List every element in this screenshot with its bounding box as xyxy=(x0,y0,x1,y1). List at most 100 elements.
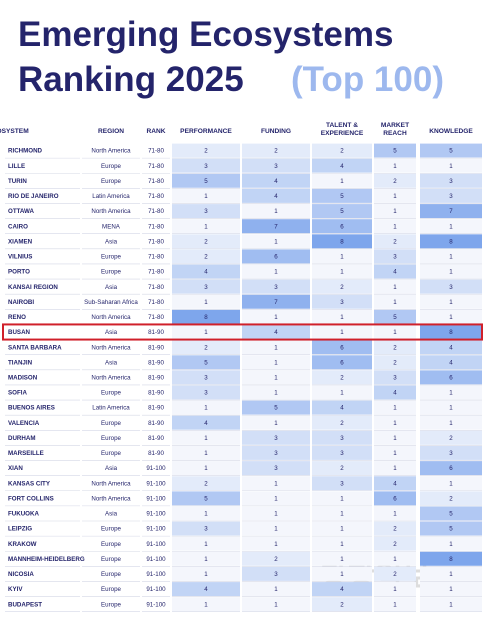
score: 1 xyxy=(340,329,344,336)
score-cell xyxy=(242,491,310,506)
cell-text: Latin America xyxy=(92,193,130,200)
score-cell xyxy=(242,415,310,430)
score: 1 xyxy=(449,254,453,261)
score: 1 xyxy=(393,511,397,518)
score: 3 xyxy=(449,284,453,291)
score-cell xyxy=(172,582,240,596)
score-cell xyxy=(374,294,416,309)
score-cell xyxy=(420,219,482,234)
cell-text: 71-80 xyxy=(148,284,164,291)
cell-text: 71-80 xyxy=(148,163,164,170)
score-cell xyxy=(312,521,372,536)
score-cell xyxy=(242,234,310,249)
cell-text: Europe xyxy=(101,420,122,427)
score: 1 xyxy=(274,269,278,276)
score: 2 xyxy=(393,238,397,245)
score-cell xyxy=(172,143,240,158)
title-accent: (Top 100) xyxy=(291,60,444,99)
ecosystem-name: TIANJIN xyxy=(8,359,33,366)
ecosystem-name: VILNIUS xyxy=(8,254,32,261)
score-cell xyxy=(420,461,482,476)
cell-text: North America xyxy=(91,344,131,351)
score: 1 xyxy=(204,329,208,336)
score-cell xyxy=(312,158,372,173)
cell-text: Asia xyxy=(105,329,118,336)
score: 3 xyxy=(274,163,278,170)
score-cell xyxy=(374,325,416,339)
score: 1 xyxy=(449,269,453,276)
score: 6 xyxy=(340,344,344,351)
score: 1 xyxy=(393,465,397,472)
score: 4 xyxy=(393,269,397,276)
score-cell xyxy=(420,188,482,203)
score: 2 xyxy=(340,465,344,472)
score-cell xyxy=(242,158,310,173)
score: 1 xyxy=(393,223,397,230)
score-cell xyxy=(172,325,240,339)
score: 4 xyxy=(340,405,344,412)
score: 1 xyxy=(393,450,397,457)
score: 3 xyxy=(204,163,208,170)
score: 4 xyxy=(204,269,208,276)
score-cell xyxy=(242,536,310,551)
header-line: MARKET xyxy=(381,122,409,129)
score-cell xyxy=(420,506,482,521)
cell-text: 81-90 xyxy=(148,329,164,336)
score: 2 xyxy=(393,526,397,533)
score-cell xyxy=(242,385,310,400)
score: 1 xyxy=(204,435,208,442)
score: 3 xyxy=(204,390,208,397)
score: 1 xyxy=(449,586,453,593)
score: 6 xyxy=(340,223,344,230)
score-cell xyxy=(172,506,240,521)
score-cell xyxy=(172,430,240,445)
score: 1 xyxy=(204,405,208,412)
score: 1 xyxy=(340,495,344,502)
score-cell xyxy=(242,325,310,339)
score: 3 xyxy=(393,254,397,261)
score-cell xyxy=(242,476,310,491)
cell-text: Europe xyxy=(101,254,122,261)
score-cell xyxy=(420,173,482,188)
score-cell xyxy=(420,340,482,355)
score: 2 xyxy=(340,284,344,291)
cell-text: 91-100 xyxy=(146,480,166,487)
column-header: KNOWLEDGE xyxy=(429,128,473,135)
score: 3 xyxy=(204,526,208,533)
score-cell xyxy=(374,506,416,521)
score: 2 xyxy=(274,556,278,563)
score: 4 xyxy=(340,163,344,170)
column-header: MARKET REACH xyxy=(381,122,409,137)
score-cell xyxy=(420,446,482,460)
score-cell xyxy=(242,173,310,188)
score: 1 xyxy=(274,375,278,382)
header-line: EXPERIENCE xyxy=(321,130,364,137)
score: 1 xyxy=(274,238,278,245)
score-cell xyxy=(172,264,240,279)
score: 1 xyxy=(274,359,278,366)
score: 5 xyxy=(393,148,397,155)
score: 2 xyxy=(274,148,278,155)
score: 3 xyxy=(204,375,208,382)
score-cell xyxy=(312,264,372,279)
cell-text: 91-100 xyxy=(146,465,166,472)
score: 2 xyxy=(449,435,453,442)
score: 3 xyxy=(340,480,344,487)
score-cell xyxy=(172,551,240,566)
score: 1 xyxy=(204,601,208,608)
cell-text: Europe xyxy=(101,601,122,608)
score: 1 xyxy=(274,526,278,533)
score-cell xyxy=(172,597,240,612)
score: 4 xyxy=(274,329,278,336)
cell-text: Europe xyxy=(101,269,122,276)
score-cell xyxy=(312,536,372,551)
score-cell xyxy=(312,143,372,158)
score: 5 xyxy=(393,314,397,321)
score: 4 xyxy=(393,390,397,397)
score-cell xyxy=(172,355,240,370)
score-cell xyxy=(312,446,372,460)
score: 3 xyxy=(449,450,453,457)
score-cell xyxy=(420,264,482,279)
score: 5 xyxy=(449,526,453,533)
cell-text: Asia xyxy=(105,359,118,366)
